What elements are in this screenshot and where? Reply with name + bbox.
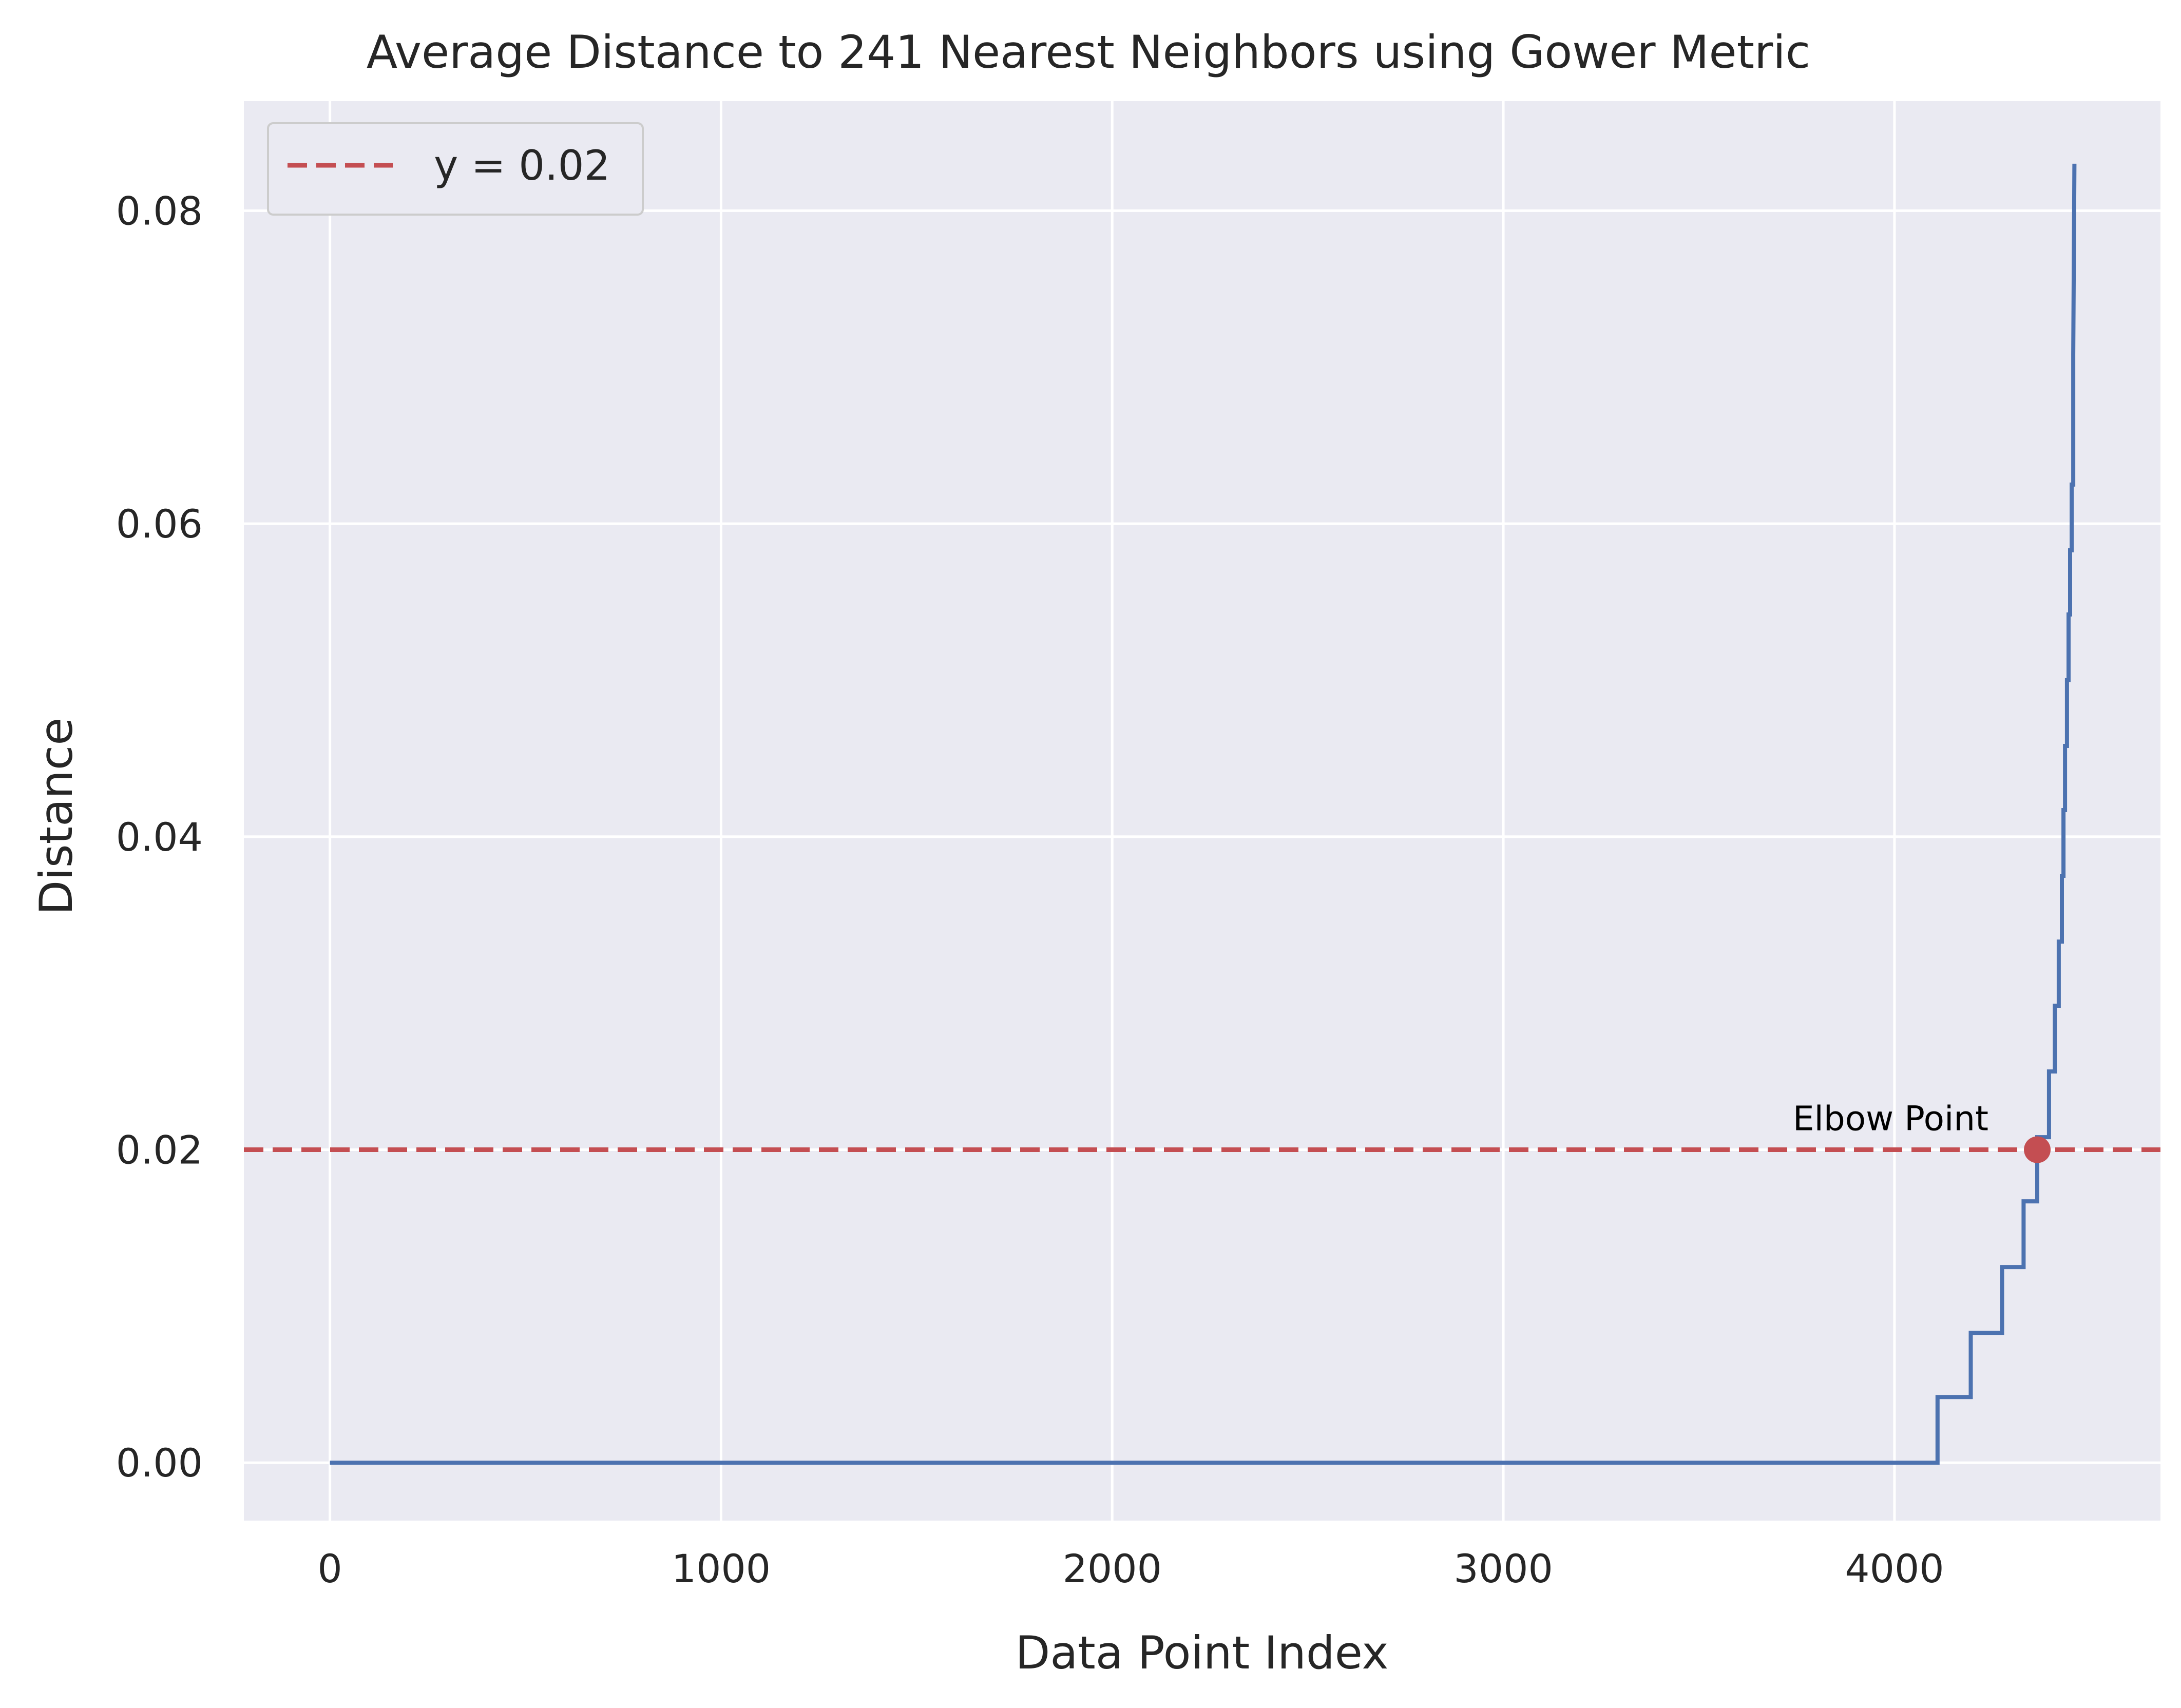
y-tick-label: 0.00 [116, 1440, 203, 1486]
y-tick-labels: 0.00 0.02 0.04 0.06 0.08 [116, 188, 203, 1486]
plot-area [244, 101, 2160, 1521]
x-tick-labels: 0 1000 2000 3000 4000 [317, 1546, 1944, 1591]
elbow-point-marker [2024, 1136, 2051, 1163]
y-tick-label: 0.08 [116, 188, 203, 234]
y-axis-label: Distance [30, 718, 83, 915]
x-axis-label: Data Point Index [1016, 1626, 1389, 1679]
x-tick-label: 1000 [672, 1546, 771, 1591]
legend-label: y = 0.02 [434, 142, 610, 189]
y-tick-label: 0.06 [116, 501, 203, 547]
elbow-point-label: Elbow Point [1793, 1099, 1988, 1139]
legend-box [267, 122, 644, 216]
series-line [330, 163, 2077, 1465]
x-tick-label: 4000 [1845, 1546, 1944, 1591]
legend: y = 0.02 [267, 122, 644, 216]
x-tick-label: 3000 [1453, 1546, 1553, 1591]
x-tick-label: 0 [317, 1546, 342, 1591]
chart-title: Average Distance to 241 Nearest Neighbor… [367, 26, 1810, 79]
x-tick-label: 2000 [1063, 1546, 1162, 1591]
y-tick-label: 0.02 [116, 1127, 203, 1173]
y-tick-label: 0.04 [116, 814, 203, 860]
